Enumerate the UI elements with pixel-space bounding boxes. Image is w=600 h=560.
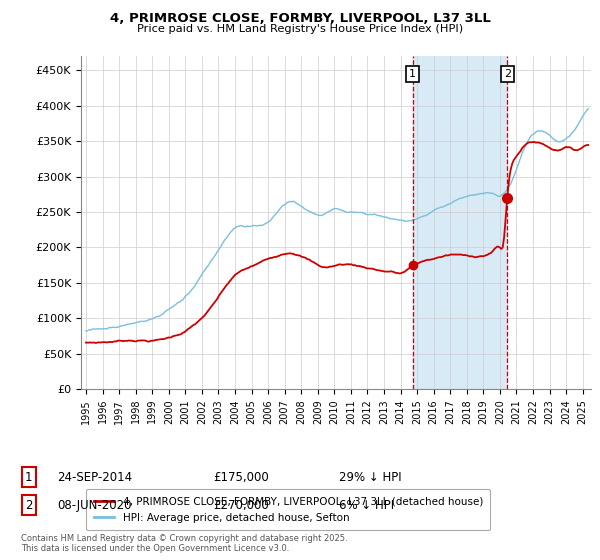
Text: £175,000: £175,000: [213, 470, 269, 484]
Bar: [413, 56, 507, 389]
Text: 1: 1: [25, 470, 32, 484]
Text: Contains HM Land Registry data © Crown copyright and database right 2025.
This d: Contains HM Land Registry data © Crown c…: [21, 534, 347, 553]
Text: 2: 2: [25, 498, 32, 512]
Text: 6% ↓ HPI: 6% ↓ HPI: [339, 498, 394, 512]
Text: 1: 1: [409, 69, 416, 79]
Text: £270,000: £270,000: [213, 498, 269, 512]
Text: Price paid vs. HM Land Registry's House Price Index (HPI): Price paid vs. HM Land Registry's House …: [137, 24, 463, 34]
Text: 4, PRIMROSE CLOSE, FORMBY, LIVERPOOL, L37 3LL: 4, PRIMROSE CLOSE, FORMBY, LIVERPOOL, L3…: [110, 12, 490, 25]
Legend: 4, PRIMROSE CLOSE, FORMBY, LIVERPOOL, L37 3LL (detached house), HPI: Average pri: 4, PRIMROSE CLOSE, FORMBY, LIVERPOOL, L3…: [86, 489, 490, 530]
Text: 24-SEP-2014: 24-SEP-2014: [57, 470, 132, 484]
Text: 2: 2: [503, 69, 511, 79]
Text: 29% ↓ HPI: 29% ↓ HPI: [339, 470, 401, 484]
Text: 08-JUN-2020: 08-JUN-2020: [57, 498, 131, 512]
